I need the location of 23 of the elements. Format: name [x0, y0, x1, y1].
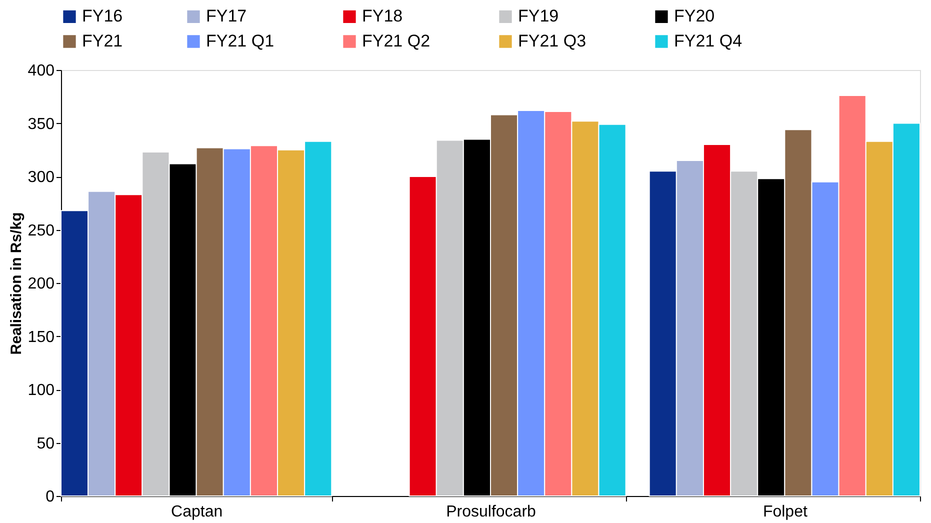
legend-label: FY21 Q3: [518, 32, 586, 50]
x-tick-label: Prosulfocarb: [446, 504, 536, 520]
y-tick-label: 100: [28, 382, 55, 399]
y-tick-label: 350: [28, 116, 55, 133]
y-tick-label: 150: [28, 328, 55, 346]
legend-label: FY21 Q1: [206, 32, 274, 50]
legend-label: FY19: [518, 6, 559, 26]
legend-label: FY20: [674, 6, 715, 26]
legend-label: FY21 Q4: [674, 32, 742, 50]
y-axis-title: Realisation in Rs/kg: [8, 212, 25, 355]
y-tick-label: 400: [28, 62, 55, 80]
legend-label: FY21: [82, 32, 123, 50]
y-tick-label: 50: [36, 435, 55, 452]
legend-label: FY16: [82, 6, 123, 26]
y-tick-label: 300: [28, 169, 55, 186]
y-tick-label: 250: [28, 222, 55, 240]
legend-label: FY21 Q2: [362, 32, 430, 50]
legend-label: FY18: [362, 6, 403, 26]
y-tick-label: 0: [46, 488, 55, 506]
x-tick-label: Folpet: [762, 504, 808, 520]
legend-label: FY17: [206, 6, 247, 26]
x-tick-label: Captan: [171, 504, 223, 520]
y-tick-label: 200: [28, 276, 55, 292]
